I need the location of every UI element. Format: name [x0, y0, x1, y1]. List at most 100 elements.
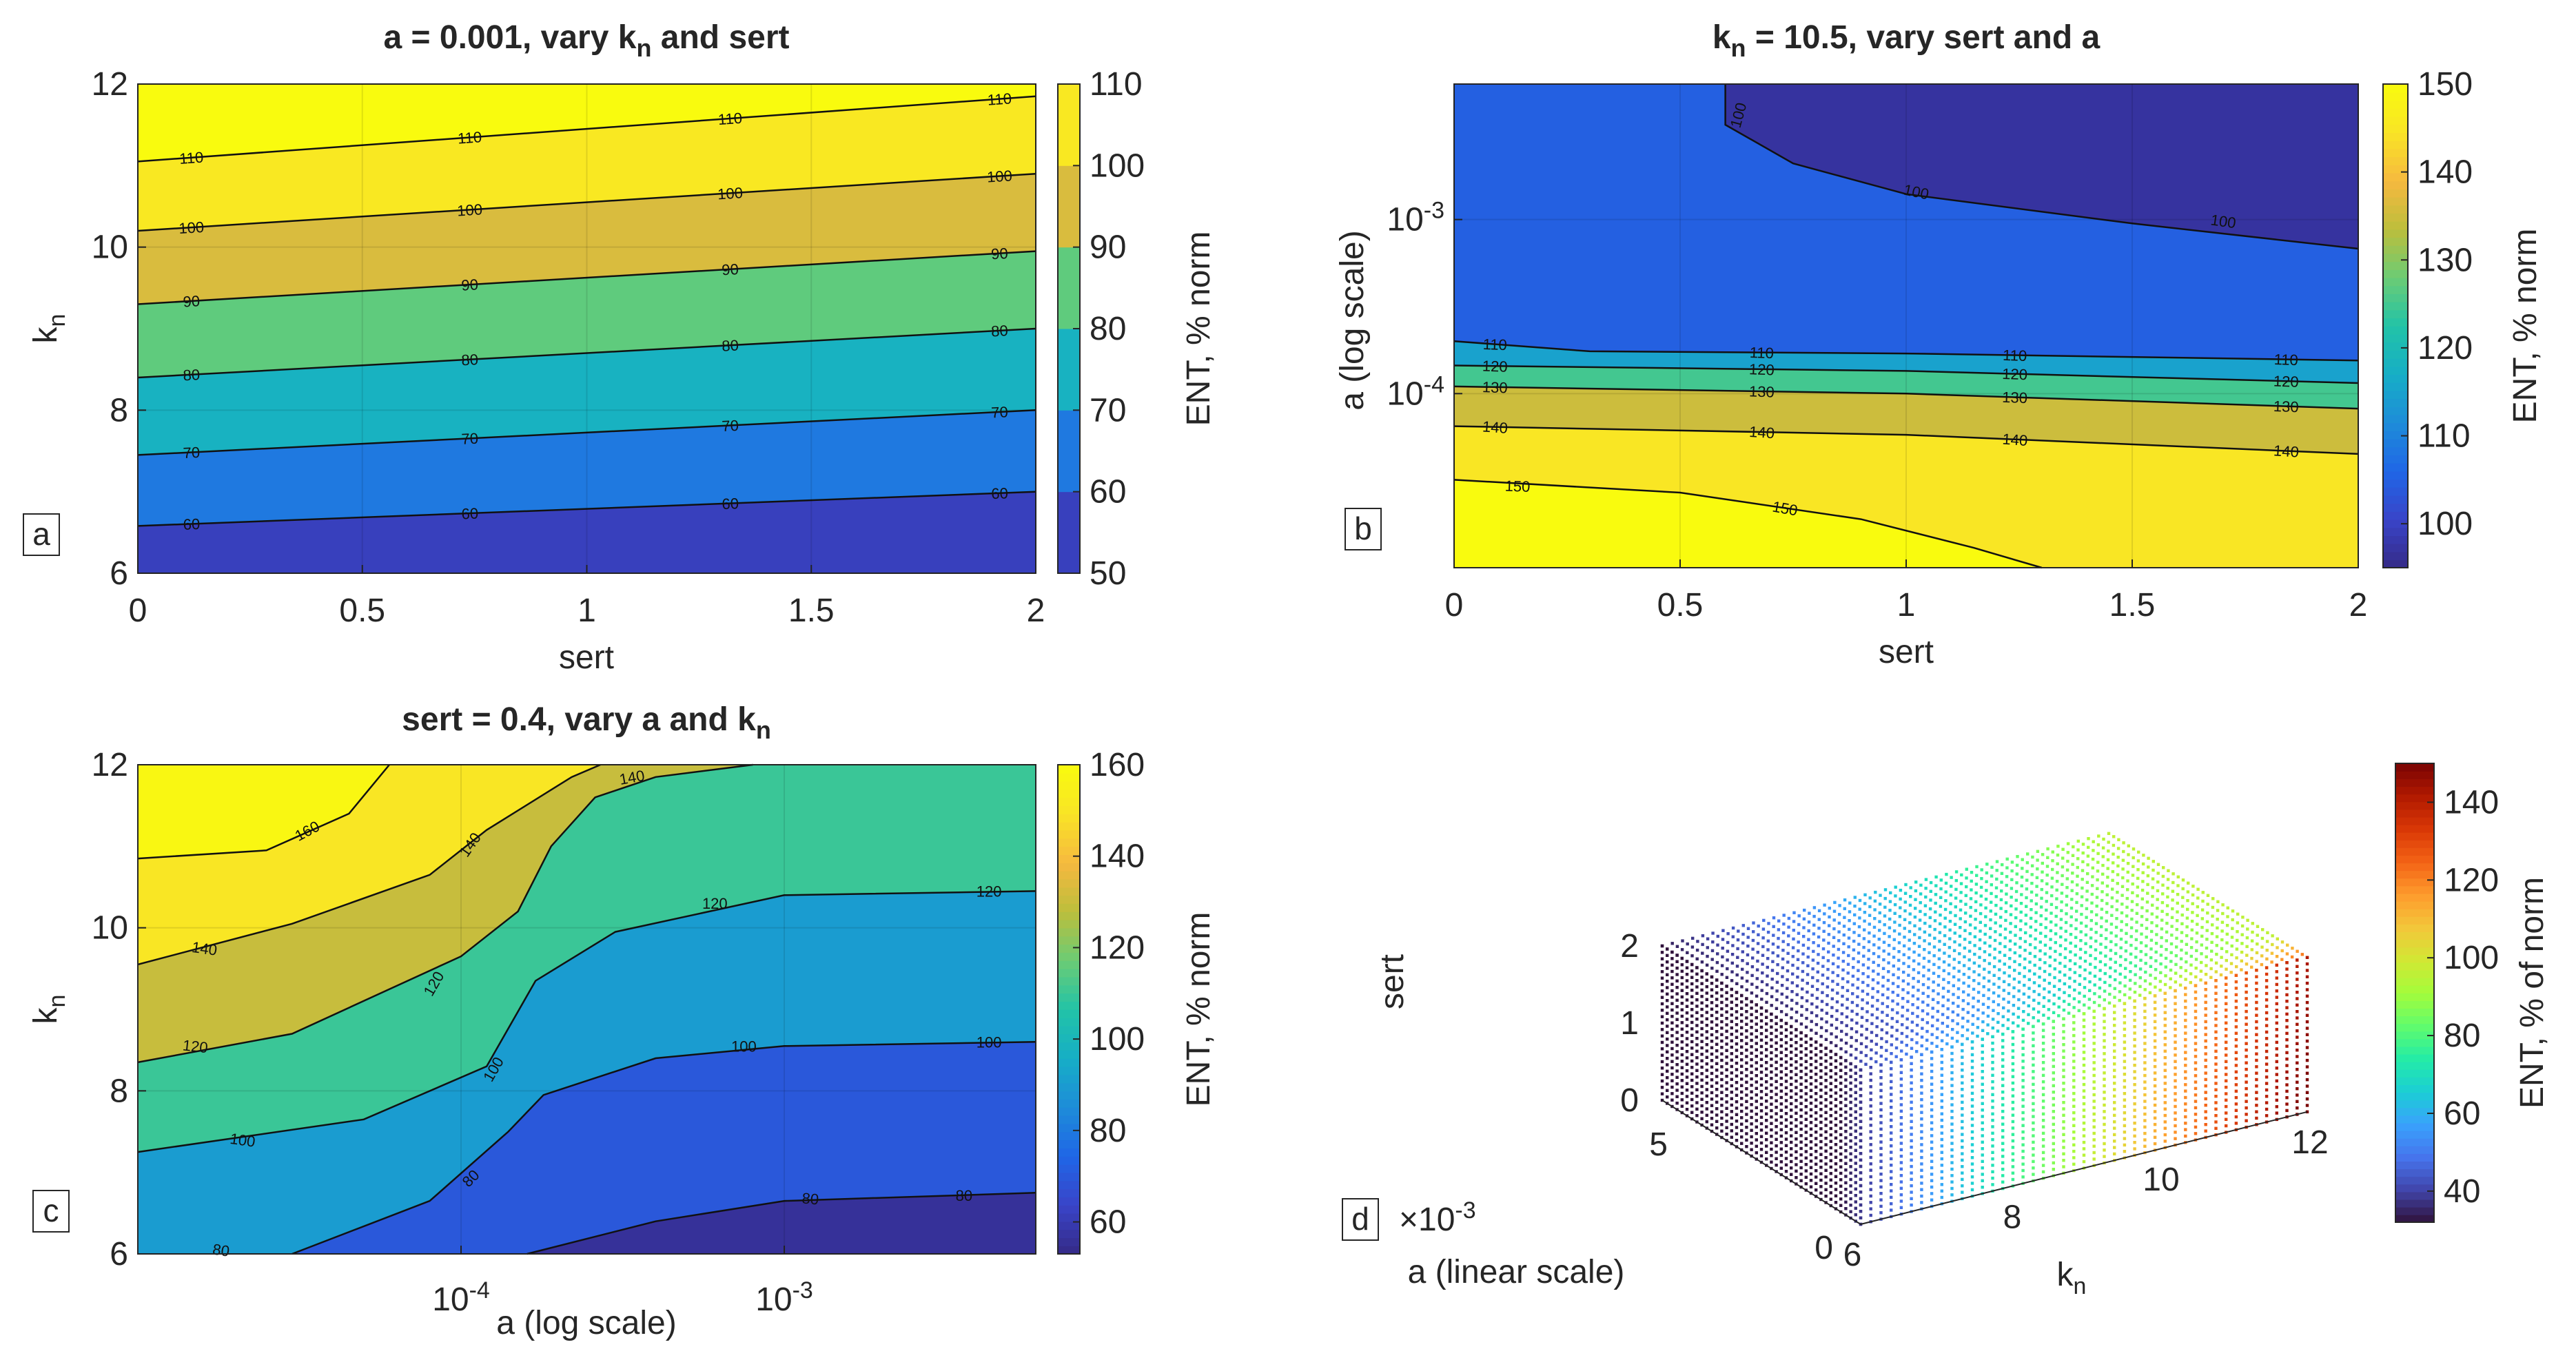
scatter-point	[1849, 1139, 1852, 1143]
scatter-point	[2174, 1002, 2177, 1005]
scatter-point	[1779, 1044, 1783, 1048]
scatter-point	[2011, 1094, 2015, 1098]
scatter-point	[1982, 993, 1985, 998]
colorbar-band	[1058, 805, 1080, 814]
scatter-point	[1735, 1126, 1739, 1129]
scatter-point	[2011, 1133, 2015, 1136]
colorbar-band	[2383, 455, 2408, 464]
scatter-point	[1809, 1179, 1813, 1182]
scatter-point	[2209, 976, 2213, 979]
scatter-point	[1970, 888, 1973, 892]
scatter-point	[2150, 929, 2154, 934]
scatter-point	[2163, 1113, 2167, 1117]
scatter-point	[1839, 1055, 1843, 1060]
scatter-point	[1849, 1146, 1852, 1149]
colorbar-band	[1058, 1131, 1080, 1141]
scatter-point	[1991, 1018, 1995, 1021]
contour-label: 90	[722, 260, 739, 278]
scatter-point	[1685, 1075, 1689, 1079]
scatter-point	[2184, 1089, 2187, 1093]
scatter-point	[1873, 908, 1877, 911]
scatter-point	[2054, 906, 2058, 909]
scatter-point	[2001, 1142, 2005, 1145]
colorbar-label: ENT, % norm	[2507, 229, 2544, 424]
scatter-point	[1819, 1159, 1823, 1163]
scatter-point	[1890, 1137, 1893, 1142]
scatter-point	[1660, 976, 1664, 980]
scatter-point	[1920, 1155, 1923, 1160]
scatter-point	[2001, 1180, 2005, 1184]
contour-line	[1453, 340, 2359, 362]
scatter-point	[2065, 886, 2069, 889]
contour-band	[138, 765, 389, 859]
scatter-point	[2225, 1098, 2228, 1102]
scatter-point	[2285, 1031, 2289, 1036]
scatter-point	[2133, 1006, 2136, 1009]
scatter-point	[2103, 1026, 2106, 1030]
scatter-point	[2245, 1048, 2248, 1052]
scatter-point	[2194, 1074, 2198, 1078]
scatter-point	[2023, 966, 2027, 969]
scatter-point	[2082, 1044, 2086, 1048]
scatter-point	[1859, 1060, 1863, 1063]
scatter-point	[1790, 1140, 1793, 1144]
scatter-point	[1740, 1071, 1744, 1075]
scatter-point	[1839, 1082, 1843, 1085]
scatter-point	[2092, 1131, 2096, 1135]
scatter-point	[2214, 1075, 2218, 1079]
scatter-point	[1775, 1029, 1778, 1032]
scatter-point	[2032, 1147, 2035, 1151]
scatter-point	[1730, 1020, 1733, 1023]
scatter-point	[1885, 1013, 1889, 1017]
scatter-point	[2163, 982, 2167, 987]
scatter-point	[1839, 1191, 1843, 1195]
scatter-point	[1892, 964, 1895, 968]
scatter-point	[2089, 918, 2093, 923]
scatter-point	[2255, 1027, 2258, 1030]
scatter-point	[1859, 1184, 1863, 1188]
scatter-point	[2050, 885, 2054, 889]
scatter-point	[2120, 920, 2123, 923]
colorbar-band	[2383, 165, 2408, 174]
scatter-point	[1784, 1099, 1788, 1102]
scatter-point	[1911, 994, 1915, 998]
scatter-point	[2265, 991, 2269, 996]
scatter-point	[1921, 982, 1925, 987]
scatter-point	[1948, 937, 1952, 940]
scatter-point	[2014, 942, 2017, 946]
scatter-point	[1999, 924, 2003, 928]
scatter-point	[1720, 973, 1724, 976]
scatter-point	[1940, 1073, 1943, 1077]
scatter-point	[1680, 989, 1684, 992]
scatter-point	[1839, 1133, 1843, 1137]
scatter-point	[1869, 1168, 1872, 1172]
scatter-point	[1920, 1162, 1923, 1166]
scatter-point	[2140, 906, 2144, 909]
scatter-point	[2052, 1052, 2055, 1055]
scatter-point	[1675, 1082, 1679, 1086]
scatter-point	[1910, 1145, 1913, 1149]
scatter-point	[1781, 940, 1785, 943]
scatter-point	[1860, 1024, 1863, 1028]
scatter-point	[2145, 918, 2149, 921]
scatter-point	[2032, 1140, 2035, 1144]
scatter-point	[2296, 1074, 2299, 1078]
scatter-point	[1961, 1107, 1964, 1111]
scatter-point	[1810, 1002, 1814, 1006]
scatter-point	[2082, 1082, 2086, 1086]
scatter-point	[2115, 917, 2118, 920]
scatter-point	[2120, 911, 2124, 915]
scatter-point	[1795, 1073, 1798, 1076]
scatter-point	[1797, 914, 1801, 918]
scatter-point	[1950, 1193, 1954, 1197]
scatter-point	[2052, 1011, 2056, 1014]
scatter-point	[2025, 887, 2029, 891]
scatter-point	[2118, 990, 2122, 993]
scatter-point	[1961, 1139, 1964, 1143]
scatter-point	[1870, 1031, 1874, 1034]
scatter-point	[2154, 968, 2158, 971]
scatter-point	[1750, 1096, 1753, 1100]
scatter-point	[2275, 955, 2279, 958]
scatter-point	[2153, 1078, 2157, 1081]
